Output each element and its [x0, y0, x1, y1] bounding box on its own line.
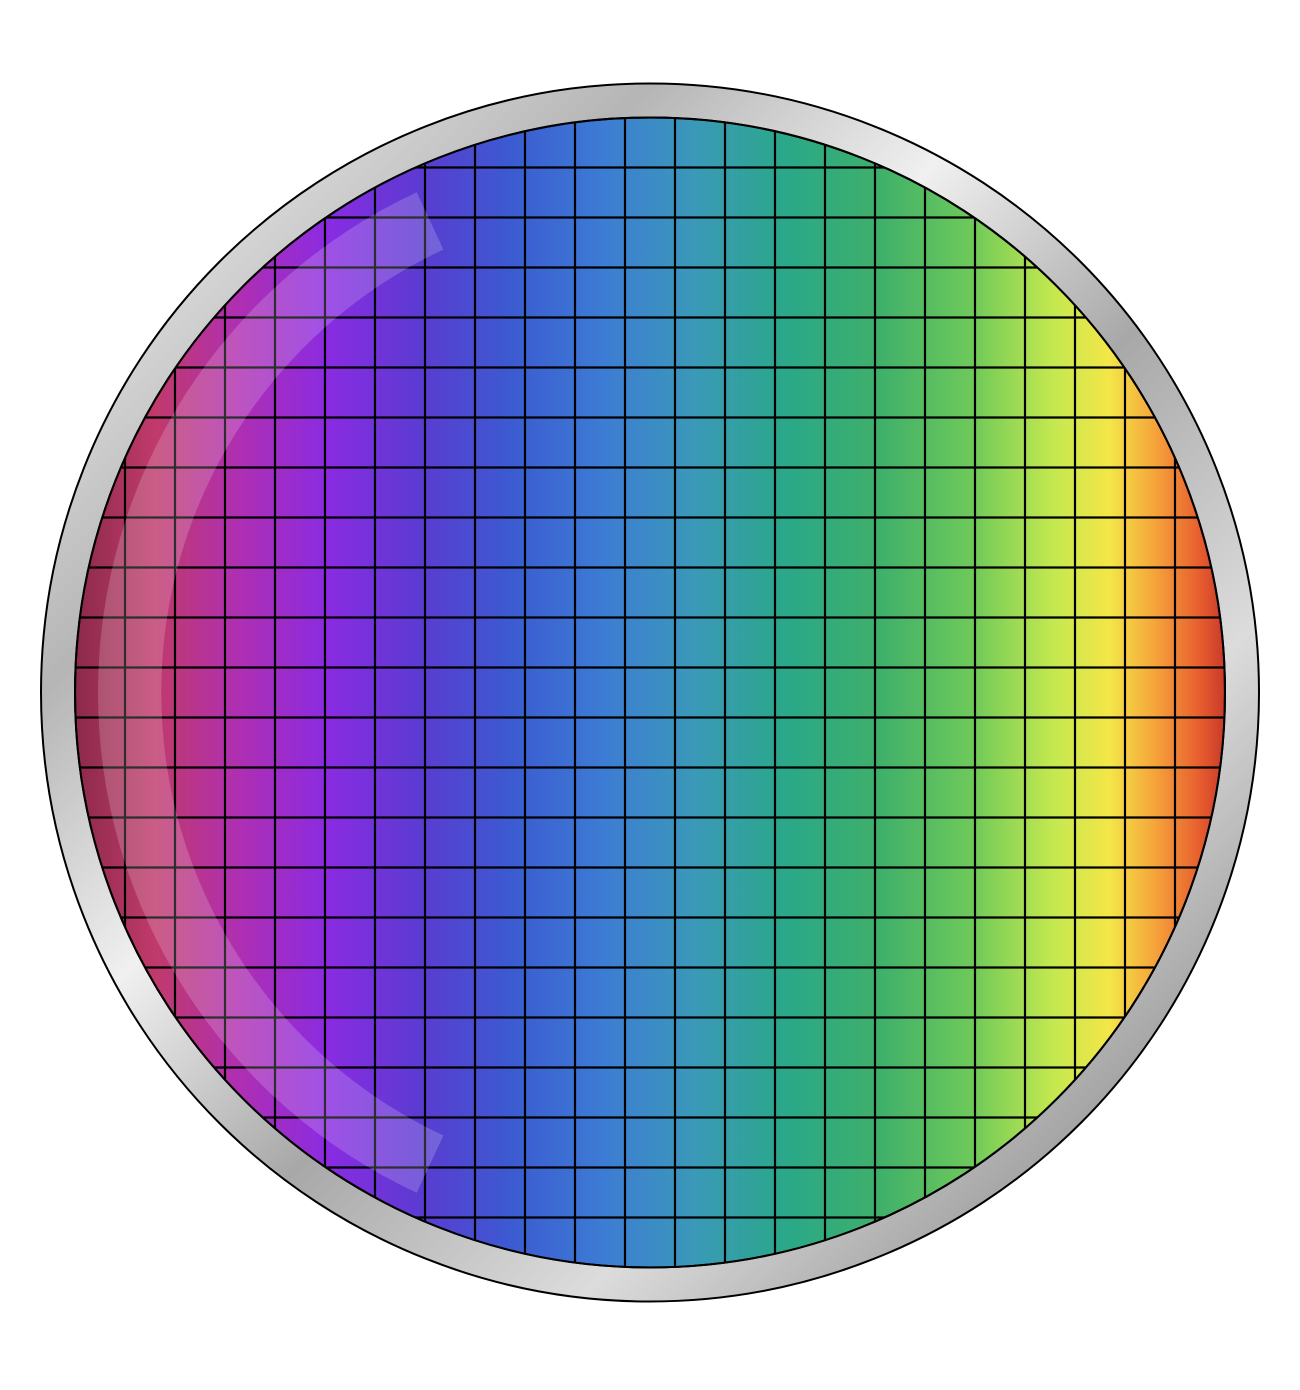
wafer-svg: [40, 83, 1260, 1303]
wafer-surface: [75, 118, 1225, 1268]
silicon-wafer-diagram: [40, 83, 1260, 1308]
